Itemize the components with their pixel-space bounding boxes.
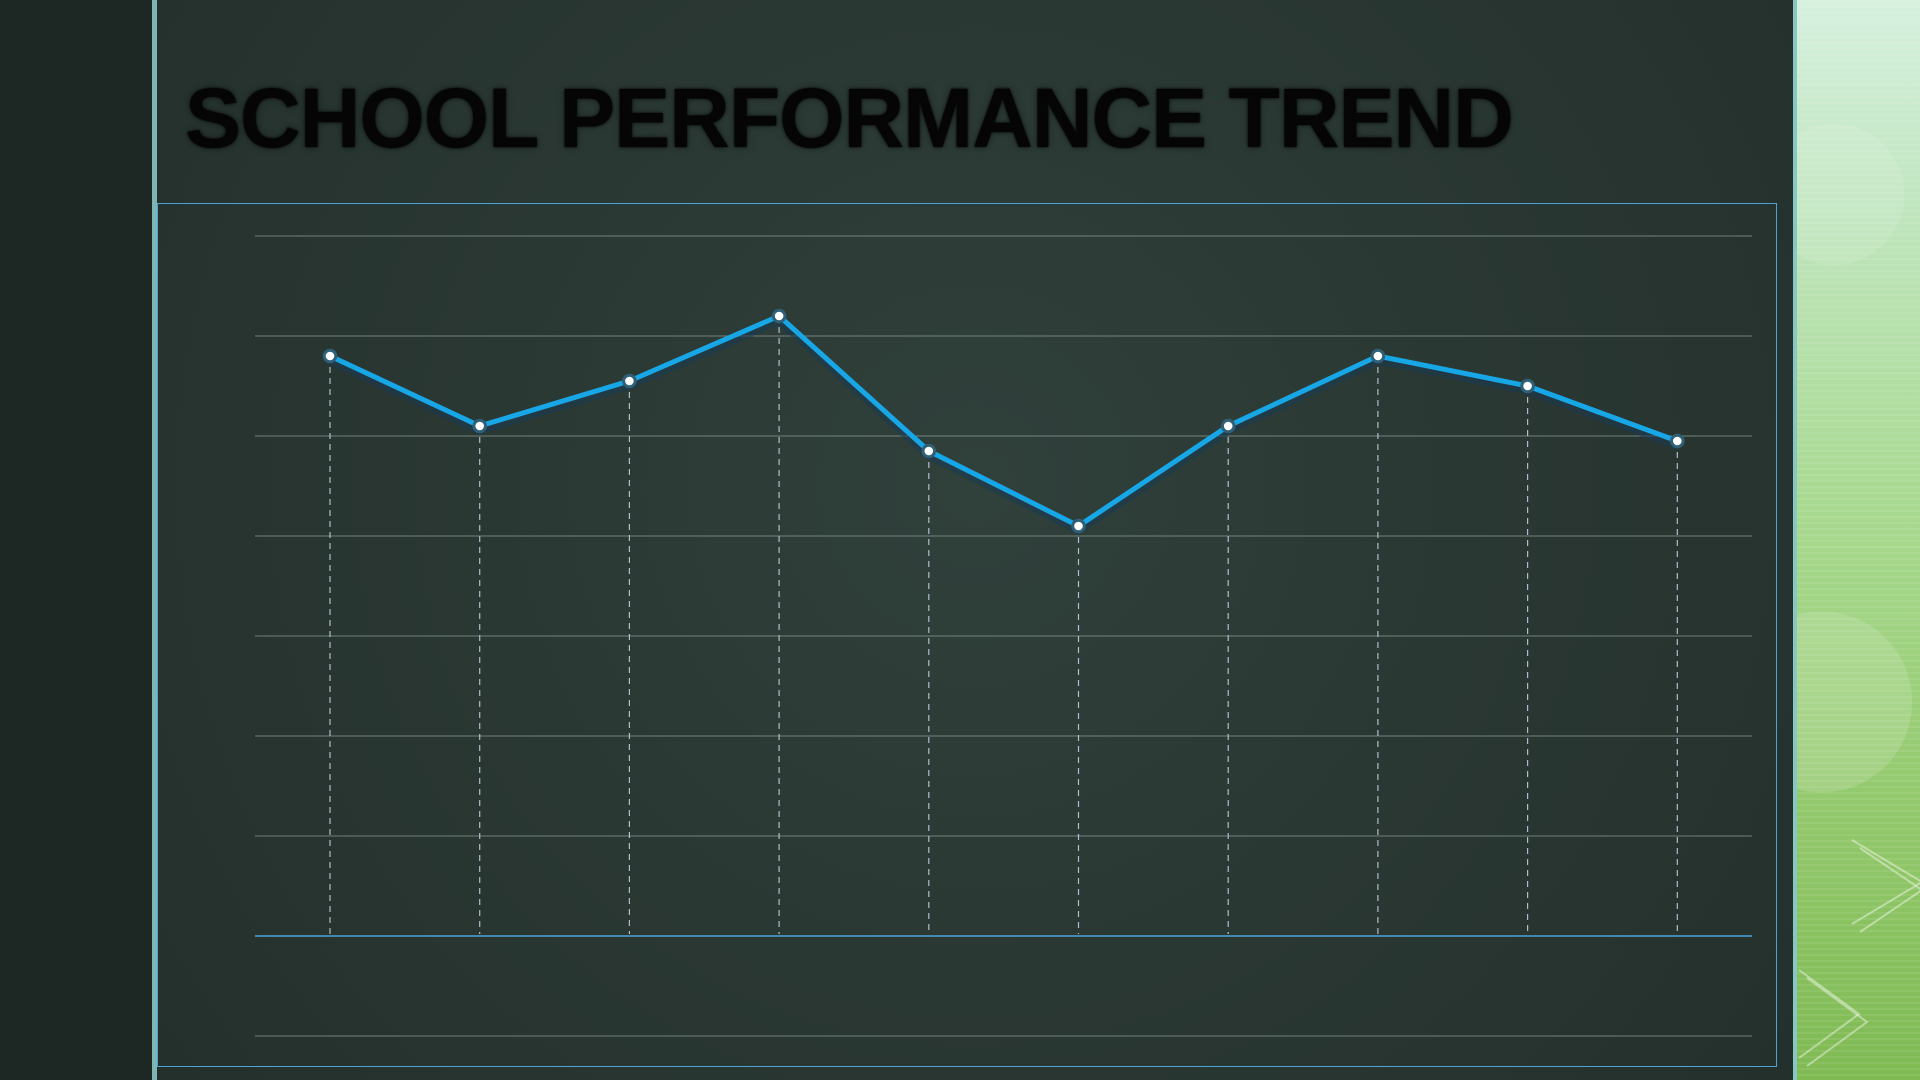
left-accent-line [152,0,157,1080]
series-line-shadow [325,315,1682,535]
slide-title: SCHOOL PERFORMANCE TREND [185,71,1514,165]
data-point-marker [472,418,488,434]
data-point-marker [1071,518,1086,534]
data-point-marker [1220,418,1236,434]
data-point-marker [1370,348,1386,364]
data-point-marker [622,373,637,389]
data-point-marker [1670,433,1685,449]
right-decorative-panel [1797,0,1920,1080]
series-line [327,313,1680,529]
data-point-marker [322,348,338,364]
chart-frame [157,203,1777,1067]
chevron-decoration-icon [1798,839,1920,1067]
data-point-marker [771,308,787,324]
main-panel [157,0,1793,1080]
data-point-marker [921,443,937,459]
right-divider [1793,0,1797,1080]
left-band [0,0,152,1080]
data-point-marker [1520,378,1535,394]
